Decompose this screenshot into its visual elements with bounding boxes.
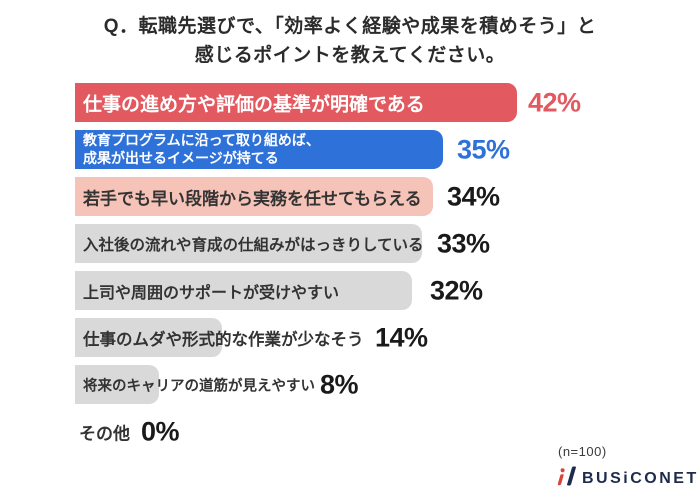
bar-row: 仕事のムダや形式的な作業が少なそう 14% (75, 318, 685, 357)
sample-size-note: (n=100) (558, 444, 607, 459)
bar-value-label: 35% (457, 134, 510, 164)
bar (75, 365, 159, 404)
bar-value-label: 32% (430, 275, 483, 305)
chart-footer: (n=100) BUSiCONET (557, 444, 699, 491)
bar-value-label: 33% (437, 228, 490, 258)
bar-value-label: 14% (375, 322, 428, 352)
bar (75, 177, 433, 216)
bar (75, 271, 412, 310)
bar (75, 130, 443, 169)
bar-row: 教育プログラムに沿って取り組めば、 成果が出せるイメージが持てる 35% (75, 130, 685, 169)
chart-title-line2: 感じるポイントを教えてください。 (194, 45, 506, 67)
bar (75, 318, 222, 357)
bar-label: 将来のキャリアの道筋が見えやすい (83, 378, 315, 394)
bar-value-label: 0% (141, 416, 180, 446)
bar-label: 教育プログラムに沿って取り組めば、 成果が出せるイメージが持てる (83, 131, 320, 167)
bar-value-label: 34% (447, 181, 500, 211)
bar-row: 上司や周囲のサポートが受けやすい 32% (75, 271, 685, 310)
bar-row: 将来のキャリアの道筋が見えやすい 8% (75, 365, 685, 404)
bar-label: 仕事のムダや形式的な作業が少なそう (83, 330, 364, 349)
slanted-slashes-icon (557, 466, 576, 491)
chart-title: Q．転職先選びで、「効率よく経験や成果を積めそう」と 感じるポイントを教えてくだ… (0, 12, 700, 71)
chart-title-line1: Q．転職先選びで、「効率よく経験や成果を積めそう」と (103, 16, 597, 37)
bar (75, 224, 422, 263)
bar-label: 仕事の進め方や評価の基準が明確である (83, 94, 425, 115)
bar-value-label: 8% (320, 369, 359, 399)
bar-value-label: 42% (528, 87, 581, 117)
bar-label: 入社後の流れや育成の仕組みがはっきりしている (83, 236, 424, 254)
bar-label: 若手でも早い段階から実務を任せてもらえる (83, 189, 422, 208)
bar-row: 入社後の流れや育成の仕組みがはっきりしている 33% (75, 224, 685, 263)
bar (75, 83, 517, 122)
bar-label: 上司や周囲のサポートが受けやすい (83, 284, 340, 302)
bar-label: その他 (79, 424, 130, 443)
bar-row: 仕事の進め方や評価の基準が明確である 42% (75, 83, 685, 122)
bar-row: 若手でも早い段階から実務を任せてもらえる 34% (75, 177, 685, 216)
brand-logo: BUSiCONET (557, 466, 699, 491)
brand-name: BUSiCONET (582, 469, 699, 487)
bar-row: その他 0% (75, 412, 685, 451)
bar-chart: 仕事の進め方や評価の基準が明確である 42% 教育プログラムに沿って取り組めば、 成果… (75, 83, 685, 459)
